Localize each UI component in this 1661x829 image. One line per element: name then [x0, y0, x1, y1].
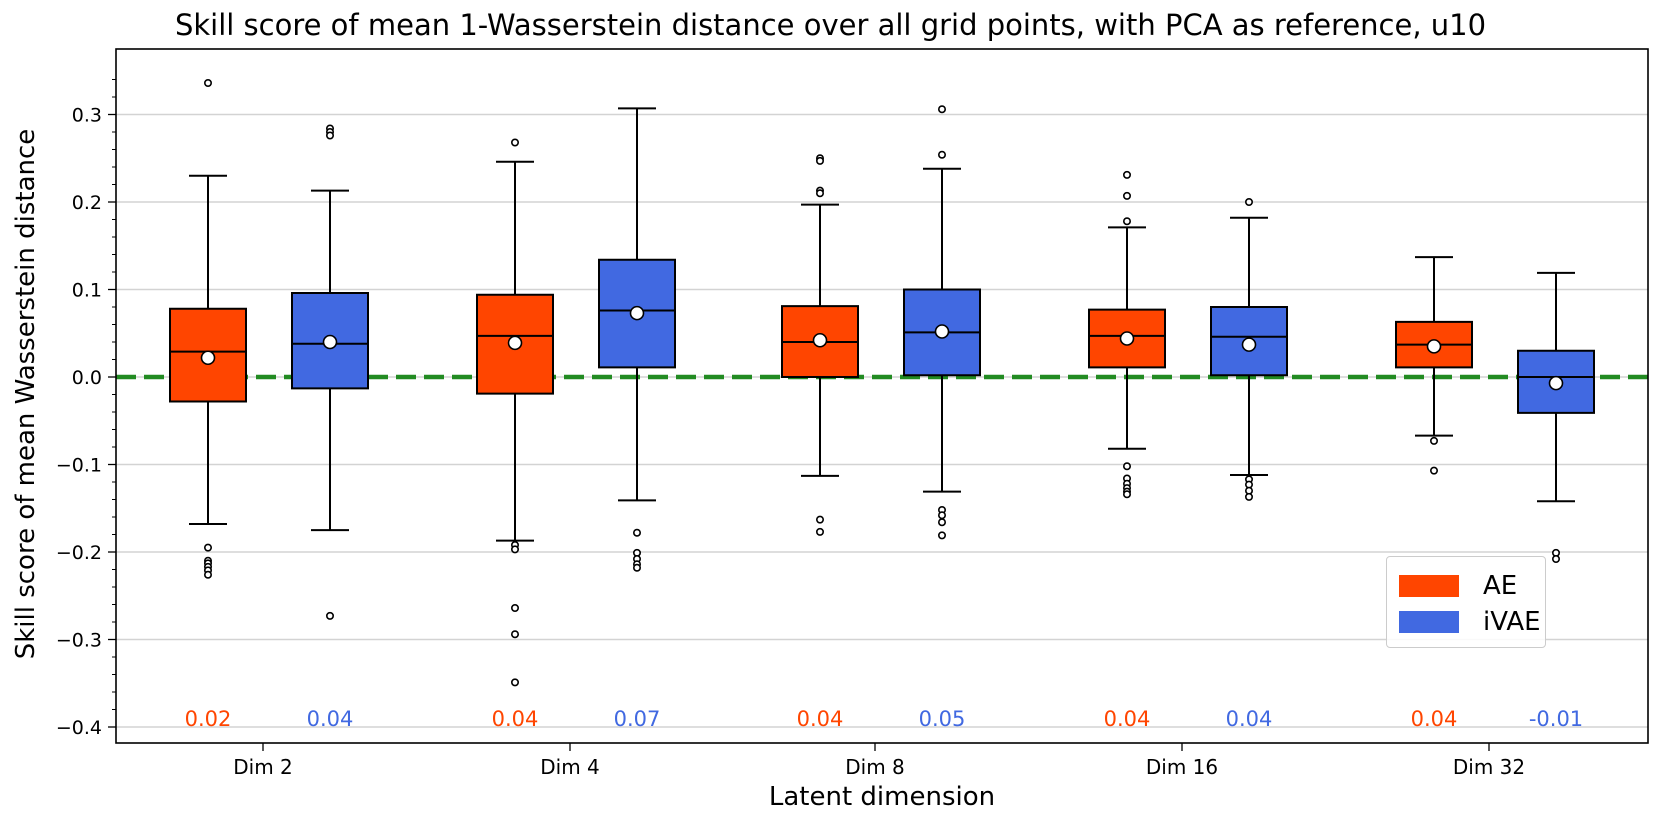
mean-value-label-ivae: 0.04: [1226, 707, 1273, 731]
mean-value-label-ivae: 0.05: [919, 707, 966, 731]
mean-value-label-ae: 0.04: [1411, 707, 1458, 731]
y-tick-label: −0.1: [56, 455, 102, 477]
outlier-point-ivae: [325, 611, 334, 620]
mean-marker-ivae: [1241, 337, 1257, 352]
y-tick-label: 0.0: [72, 367, 102, 389]
outlier-point-ae: [1123, 217, 1132, 226]
mean-marker-ivae: [629, 305, 645, 321]
outlier-point-ivae: [937, 531, 946, 540]
mean-value-label-ivae: 0.04: [307, 707, 354, 731]
outlier-point-ivae: [1245, 492, 1254, 501]
mean-value-label-ivae: -0.01: [1529, 707, 1583, 731]
outlier-point-ae: [510, 603, 519, 612]
outlier-point-ae: [1123, 191, 1132, 200]
outlier-point-ae: [510, 630, 519, 639]
outlier-point-ae: [1123, 462, 1132, 471]
outlier-point-ae: [204, 79, 213, 88]
outlier-point-ae: [1123, 170, 1132, 179]
outlier-point-ivae: [937, 105, 946, 114]
outlier-point-ae: [1430, 466, 1439, 475]
y-tick-label: 0.1: [72, 280, 102, 302]
x-tick-label: Dim 8: [845, 755, 905, 779]
mean-marker-ae: [200, 350, 216, 366]
outlier-point-ivae: [632, 563, 641, 572]
y-tick-label: −0.4: [56, 717, 102, 739]
outlier-point-ae: [815, 189, 824, 198]
legend-label-ae: AE: [1483, 571, 1518, 601]
x-tick-label: Dim 16: [1146, 755, 1218, 779]
legend-swatch-ae: [1399, 575, 1459, 597]
outlier-point-ae: [815, 156, 824, 165]
outlier-point-ae: [1430, 436, 1439, 445]
box-ivae: [598, 258, 676, 369]
mean-value-label-ae: 0.04: [492, 707, 539, 731]
outlier-point-ae: [204, 570, 213, 579]
outlier-point-ivae: [325, 131, 334, 140]
legend-swatch-ivae: [1399, 611, 1459, 633]
mean-marker-ivae: [1548, 375, 1564, 391]
x-tick-label: Dim 4: [540, 755, 600, 779]
outlier-point-ae: [1123, 490, 1132, 499]
mean-value-label-ivae: 0.07: [614, 707, 661, 731]
mean-marker-ae: [1119, 331, 1135, 346]
outlier-point-ivae: [632, 528, 641, 537]
outlier-point-ivae: [937, 518, 946, 527]
x-tick-label: Dim 32: [1453, 755, 1525, 779]
outlier-point-ivae: [1552, 554, 1561, 563]
legend: AE iVAE: [1386, 556, 1546, 648]
y-tick-label: −0.2: [56, 542, 102, 564]
y-axis-label: Skill score of mean Wasserstein distance: [11, 128, 41, 660]
mean-value-label-ae: 0.02: [185, 707, 232, 731]
outlier-point-ivae: [937, 511, 946, 520]
mean-marker-ae: [1426, 339, 1442, 354]
outlier-point-ivae: [937, 150, 946, 159]
x-axis-label: Latent dimension: [768, 782, 996, 812]
outlier-point-ae: [815, 515, 824, 524]
outlier-point-ae: [510, 545, 519, 554]
outlier-point-ae: [815, 527, 824, 536]
mean-marker-ivae: [934, 324, 950, 339]
y-tick-label: 0.2: [72, 192, 102, 214]
plot-frame: [115, 48, 1649, 744]
outlier-point-ae: [510, 138, 519, 147]
chart-title: Skill score of mean 1-Wasserstein distan…: [174, 8, 1487, 42]
x-tick-label: Dim 2: [233, 755, 293, 779]
mean-marker-ae: [812, 332, 828, 348]
legend-item-ae: AE: [1399, 571, 1517, 601]
mean-value-label-ae: 0.04: [797, 707, 844, 731]
mean-marker-ivae: [322, 334, 338, 350]
outlier-point-ae: [204, 543, 213, 552]
mean-value-label-ae: 0.04: [1104, 707, 1151, 731]
legend-item-ivae: iVAE: [1399, 607, 1541, 637]
mean-marker-ae: [507, 335, 523, 351]
outlier-point-ae: [510, 678, 519, 687]
y-tick-label: 0.3: [72, 105, 102, 127]
legend-label-ivae: iVAE: [1483, 607, 1541, 637]
outlier-point-ivae: [1245, 198, 1254, 207]
y-tick-label: −0.3: [56, 630, 102, 652]
